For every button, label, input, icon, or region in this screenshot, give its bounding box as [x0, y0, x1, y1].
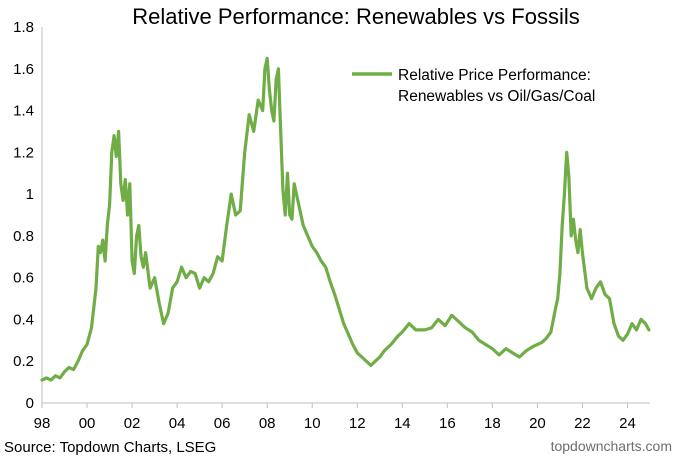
brand-watermark: topdowncharts.com [551, 438, 672, 454]
y-axis-ticks: 0 0.2 0.4 0.6 0.8 1 1.2 1.4 1.6 1.8 [13, 19, 34, 412]
y-tick-label: 1.4 [13, 103, 34, 120]
x-tick-label: 02 [124, 415, 141, 432]
x-tick-label: 12 [349, 415, 366, 432]
x-tick-label: 10 [304, 415, 321, 432]
y-tick-label: 0.2 [13, 353, 34, 370]
y-tick-label: 1.2 [13, 144, 34, 161]
y-tick-label: 1.8 [13, 19, 34, 36]
legend: Relative Price Performance: Renewables v… [352, 67, 595, 105]
x-tick-label: 08 [259, 415, 276, 432]
x-tick-label: 16 [439, 415, 456, 432]
y-tick-label: 0.6 [13, 270, 34, 287]
y-tick-label: 0.4 [13, 311, 34, 328]
x-tick-label: 18 [484, 415, 501, 432]
x-tick-label: 14 [394, 415, 411, 432]
x-tick-label: 00 [79, 415, 96, 432]
y-tick-label: 1.6 [13, 61, 34, 78]
chart-title: Relative Performance: Renewables vs Foss… [132, 4, 580, 29]
series-line-relative-performance [40, 56, 651, 382]
x-tick-label: 22 [574, 415, 591, 432]
y-tick-label: 0 [26, 395, 34, 412]
legend-label-line2: Renewables vs Oil/Gas/Coal [398, 88, 595, 105]
y-tick-label: 1 [26, 186, 34, 203]
source-note: Source: Topdown Charts, LSEG [4, 439, 216, 456]
x-tick-label: 20 [529, 415, 546, 432]
x-tick-label: 04 [169, 415, 186, 432]
legend-label-line1: Relative Price Performance: [398, 67, 591, 84]
x-tick-label: 98 [34, 415, 51, 432]
y-tick-label: 0.8 [13, 228, 34, 245]
x-tick-label: 06 [214, 415, 231, 432]
x-axis-ticks: 98 00 02 04 06 08 10 12 14 16 18 20 22 24 [34, 403, 636, 432]
x-tick-label: 24 [619, 415, 636, 432]
